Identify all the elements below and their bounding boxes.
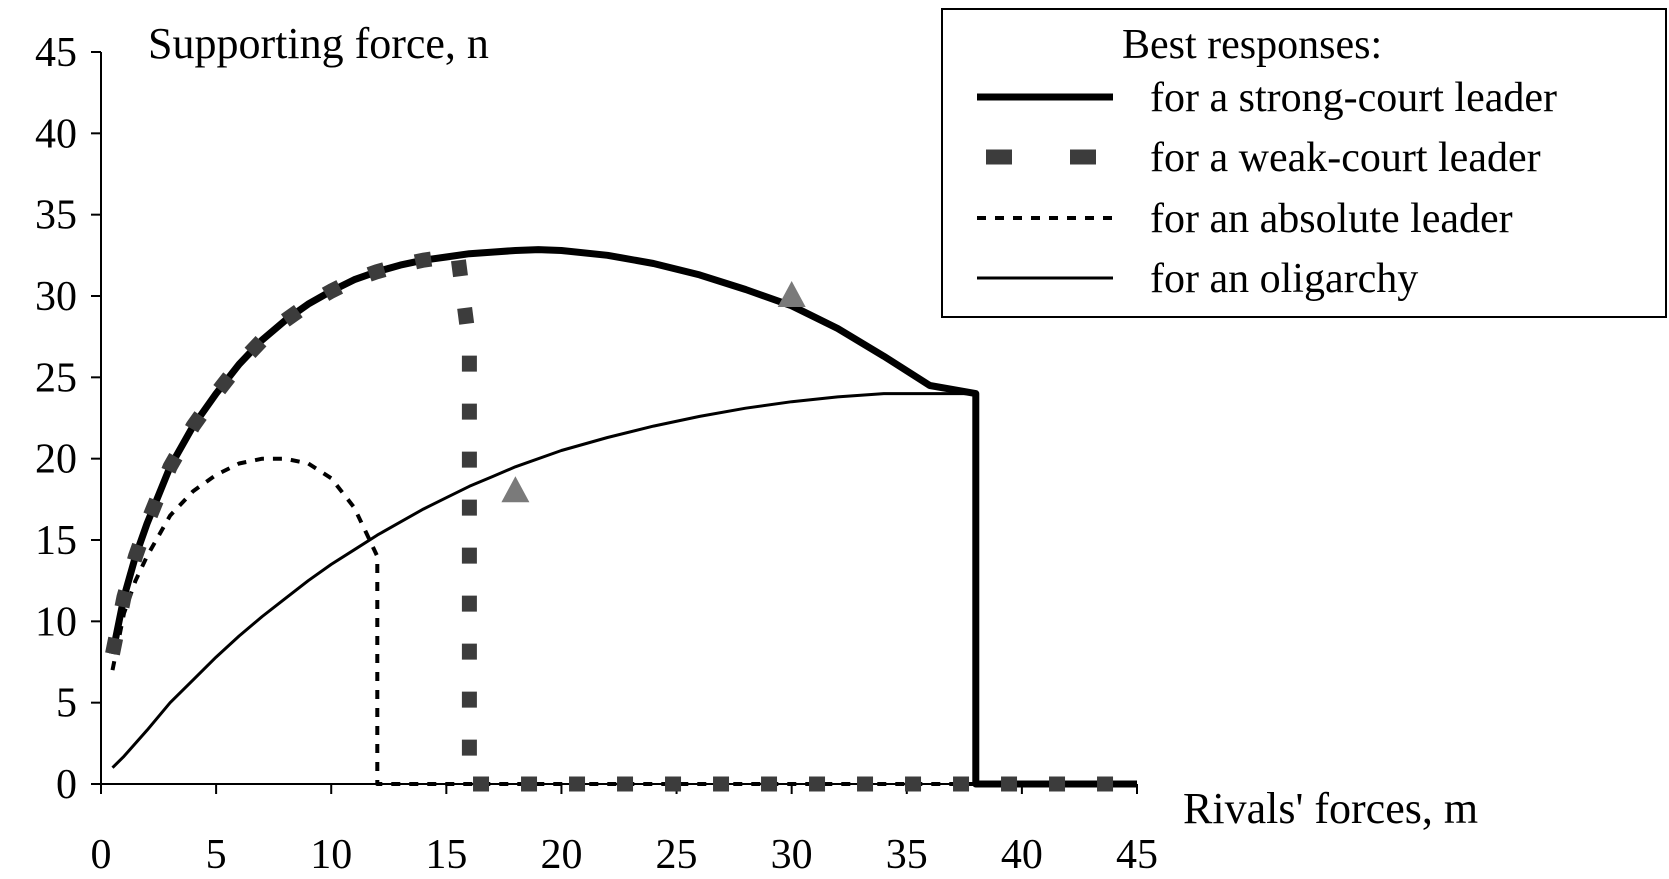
axes: 0 5 10 15 20 25 30 35 40 45 0 5 10 15 20 25 30 35 40 45 [35,30,1158,878]
y-tick-label: 40 [35,111,77,157]
y-tick-label: 30 [35,274,77,320]
series-line [111,392,976,769]
legend-label: for a strong-court leader [1150,75,1557,121]
marker-layer [501,281,806,503]
series-line [109,246,1137,788]
x-tick-label: 45 [1116,832,1158,878]
x-tick-label: 20 [540,832,582,878]
x-tick-label: 35 [886,832,928,878]
y-axis-title: Supporting force, n [148,19,489,68]
x-tick-label: 15 [425,832,467,878]
legend-label: for a weak-court leader [1150,135,1541,181]
x-axis-title: Rivals' forces, m [1183,784,1478,833]
legend-entries: for a strong-court leader for a weak-cour… [977,75,1557,302]
x-tick-label: 5 [206,832,227,878]
y-tick-label: 35 [35,193,77,239]
series-layer [105,246,1137,792]
x-tick-label: 25 [656,832,698,878]
series-line [110,456,1137,786]
y-tick-label: 25 [35,355,77,401]
y-tick-label: 10 [35,599,77,645]
legend-title: Best responses: [1122,22,1382,68]
triangle-marker [501,476,530,503]
y-tick-label: 0 [56,762,77,808]
y-tick-label: 45 [35,30,77,76]
x-tick-label: 10 [310,832,352,878]
triangle-marker [777,281,806,307]
y-tick-label: 15 [35,518,77,564]
legend-label: for an oligarchy [1150,256,1418,302]
x-tick-label: 40 [1001,832,1043,878]
x-tick-label: 30 [771,832,813,878]
legend-label: for an absolute leader [1150,196,1513,242]
y-tick-label: 5 [56,681,77,727]
legend: Best responses: for a strong-court leade… [941,8,1667,318]
x-tick-label: 0 [91,832,112,878]
legend-box [941,8,1667,318]
y-tick-label: 20 [35,437,77,483]
